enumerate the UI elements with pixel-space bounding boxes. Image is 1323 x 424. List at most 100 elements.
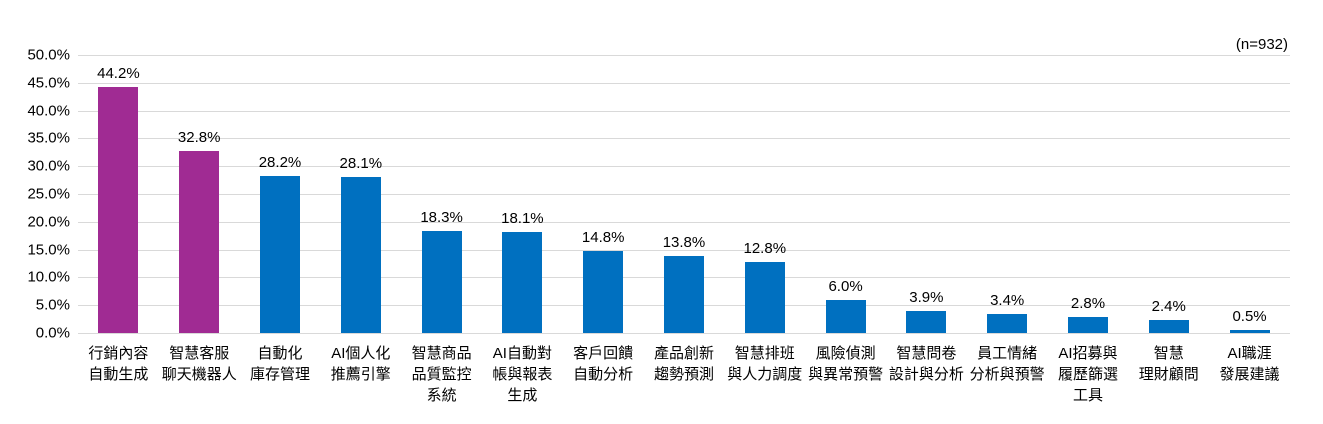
x-category-label-line: 趨勢預測 (653, 366, 714, 383)
y-tick-label: 0.0% (35, 324, 70, 342)
bar-group: 14.8% (563, 229, 644, 333)
bar-value-label: 3.9% (909, 289, 944, 307)
x-category-label: AI職涯發展建議 (1209, 343, 1290, 406)
bar-group: 12.8% (724, 240, 805, 333)
bar (1067, 317, 1108, 333)
x-category-label-line: 帳與報表 (492, 366, 553, 383)
x-category-label-line: 自動化 (257, 345, 303, 362)
x-category-label-line: 推薦引擎 (330, 366, 391, 383)
y-tick-label: 5.0% (35, 296, 70, 314)
bar-value-label: 28.2% (258, 154, 302, 172)
x-category-label-line: 員工情緒 (977, 345, 1038, 362)
bar (179, 150, 220, 333)
x-category-label-line: 系統 (426, 387, 457, 404)
bar-group: 28.1% (320, 155, 401, 333)
x-category-label-line: 履歷篩選 (1057, 366, 1118, 383)
bar (1229, 330, 1270, 333)
bar (663, 256, 704, 333)
bar-group: 18.1% (482, 210, 563, 333)
bar-value-label: 3.4% (990, 292, 1025, 310)
sample-size-annotation: (n=932) (1235, 36, 1288, 53)
bar-group: 44.2% (78, 65, 159, 333)
x-category-label: 智慧 理財顧問 (1128, 343, 1209, 406)
x-category-label-line: 智慧商品 (411, 345, 472, 362)
bar (583, 250, 624, 333)
x-category-label: 風險偵測 與異常預警 (805, 343, 886, 406)
x-axis-labels: 行銷內容 自動生成 智慧客服 聊天機器人 自動化 庫存管理 AI個人化 推薦引擎 智慧商品 品質監… (78, 343, 1290, 406)
bar-value-label: 14.8% (581, 228, 625, 246)
gridline (78, 82, 1290, 84)
bar-group: 13.8% (644, 234, 725, 333)
plot-area: 44.2% 32.8% 28.2% 28.1% 18.3% 18.1% 14.8% 13.8%… (78, 55, 1290, 334)
x-category-label-line: 客戶回饋 (573, 345, 634, 362)
x-category-label-line: 聊天機器人 (161, 366, 237, 383)
y-tick-label: 45.0% (27, 74, 70, 92)
x-category-label-line: 與人力調度 (727, 366, 803, 383)
y-tick-label: 50.0% (27, 46, 70, 64)
gridline (78, 55, 1290, 56)
y-tick-label: 15.0% (27, 241, 70, 259)
x-category-label-line: AI自動對 (492, 345, 552, 362)
y-axis: 50.0% 45.0% 40.0% 35.0% 30.0% 25.0% 20.0% 15.0%… (0, 47, 70, 342)
x-category-label-line: 風險偵測 (815, 345, 876, 362)
bar-group: 32.8% (159, 129, 240, 333)
x-category-label: 行銷內容 自動生成 (78, 343, 159, 406)
bar (98, 87, 139, 333)
x-category-label-line: AI招募與 (1058, 345, 1118, 362)
x-category-label-line: 品質監控 (411, 366, 472, 383)
bar-series: 44.2% 32.8% 28.2% 28.1% 18.3% 18.1% 14.8% 13.8%… (78, 55, 1290, 333)
bar-group: 6.0% (805, 278, 886, 333)
bar (987, 314, 1028, 333)
gridline (78, 333, 1290, 334)
x-category-label: 智慧商品品質監控系統 (401, 343, 482, 406)
gridline (78, 221, 1290, 223)
x-category-label: AI個人化推薦引擎 (320, 343, 401, 406)
x-category-label-line: 智慧排班 (734, 345, 795, 362)
bar-group: 0.5% (1209, 308, 1290, 333)
bar-group: 2.4% (1128, 298, 1209, 333)
bar-group: 18.3% (401, 209, 482, 333)
x-category-label: 員工情緒 分析與預警 (967, 343, 1048, 406)
bar-value-label: 18.1% (501, 210, 544, 228)
x-category-label-line: 自動生成 (88, 366, 149, 383)
bar (259, 176, 300, 333)
gridline (78, 194, 1290, 195)
bar-value-label: 0.5% (1232, 308, 1267, 326)
bar-group: 3.9% (886, 289, 967, 333)
bar-value-label: 12.8% (743, 239, 787, 257)
x-category-label-line: 工具 (1072, 387, 1103, 404)
x-category-label: 智慧客服 聊天機器人 (159, 343, 240, 406)
x-category-label: 智慧排班 與人力調度 (724, 343, 805, 406)
x-category-label-line: 分析與預警 (969, 366, 1045, 383)
bar (502, 232, 543, 333)
bar-value-label: 44.2% (97, 65, 140, 83)
x-category-label: 客戶回饋 自動分析 (563, 343, 644, 406)
bar (340, 176, 381, 333)
y-tick-label: 30.0% (27, 157, 70, 175)
bar (421, 231, 462, 333)
x-category-label-line: 發展建議 (1219, 366, 1280, 383)
x-category-label-line: AI職涯 (1227, 345, 1272, 362)
x-category-label-line: AI個人化 (331, 345, 391, 362)
x-category-label-line: 生成 (507, 387, 538, 404)
bar (825, 299, 866, 333)
bar-value-label: 2.4% (1151, 297, 1186, 315)
gridline (78, 166, 1290, 168)
y-tick-label: 35.0% (27, 129, 70, 147)
x-category-label-line: 與異常預警 (808, 366, 884, 383)
gridline (78, 138, 1290, 140)
bar-value-label: 28.1% (339, 154, 383, 172)
x-category-label: 自動化 庫存管理 (240, 343, 321, 406)
bar (906, 311, 947, 333)
bar-value-label: 6.0% (828, 277, 863, 295)
x-category-label-line: 自動分析 (573, 366, 634, 383)
x-category-label: 智慧問卷 設計與分析 (886, 343, 967, 406)
x-category-label-line: 智慧客服 (169, 345, 230, 362)
x-category-label: AI招募與履歷篩選工具 (1048, 343, 1129, 406)
x-category-label-line: 行銷內容 (88, 345, 149, 362)
x-category-label-line: 庫存管理 (249, 366, 310, 383)
y-tick-label: 25.0% (27, 185, 70, 203)
x-category-label: 產品創新 趨勢預測 (644, 343, 725, 406)
bar-value-label: 13.8% (662, 234, 706, 252)
